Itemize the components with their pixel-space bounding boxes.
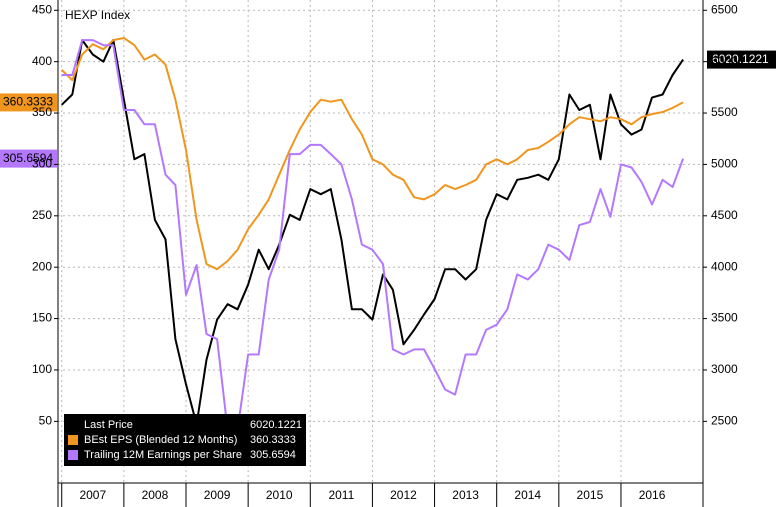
x-tick-label: 2008 [142, 488, 169, 502]
legend-label: Trailing 12M Earnings per Share [84, 449, 242, 461]
x-tick-label: 2015 [577, 488, 604, 502]
y2-tick-label: 5500 [711, 105, 738, 119]
legend-swatch [68, 420, 78, 430]
legend-label: Last Price [84, 419, 133, 431]
value-tag-label: 360.3333 [3, 95, 53, 109]
y2-tick-label: 6000 [711, 54, 738, 68]
y-tick-label: 350 [32, 105, 52, 119]
legend-value: 6020.1221 [250, 419, 302, 431]
x-tick-label: 2012 [390, 488, 417, 502]
y-tick-label: 300 [32, 157, 52, 171]
chart-title: HEXP Index [65, 8, 130, 22]
legend-value: 360.3333 [250, 434, 296, 446]
x-tick-label: 2014 [514, 488, 541, 502]
legend-value: 305.6594 [250, 449, 296, 461]
legend: Last Price 6020.1221 BEst EPS (Blended 12 … [64, 414, 306, 466]
series-line [61, 39, 685, 431]
y-tick-label: 100 [32, 362, 52, 376]
legend-label: BEst EPS (Blended 12 Months) [84, 434, 237, 446]
value-tag-label: 6020.1221 [712, 52, 769, 66]
value-tag [0, 149, 57, 168]
value-tag-label: 305.6594 [3, 151, 53, 165]
value-tag [0, 93, 57, 112]
y-tick-label: 450 [32, 2, 52, 16]
legend-swatch [68, 435, 78, 445]
y2-tick-label: 5000 [711, 157, 738, 171]
y-tick-label: 200 [32, 259, 52, 273]
x-tick-label: 2013 [452, 488, 479, 502]
y2-tick-label: 4500 [711, 208, 738, 222]
value-tag [707, 50, 776, 69]
y2-tick-label: 4000 [711, 259, 738, 273]
y-tick-label: 250 [32, 208, 52, 222]
y-tick-label: 150 [32, 311, 52, 325]
x-tick-label: 2010 [266, 488, 293, 502]
y2-tick-label: 3500 [711, 311, 738, 325]
series-line [61, 39, 684, 426]
y-tick-label: 50 [39, 414, 53, 428]
x-tick-label: 2011 [328, 488, 354, 502]
x-tick-label: 2007 [79, 488, 106, 502]
x-tick-label: 2016 [639, 488, 666, 502]
y-tick-label: 400 [32, 54, 52, 68]
legend-swatch [68, 450, 78, 460]
legend-box [64, 414, 306, 466]
y2-tick-label: 3000 [711, 362, 738, 376]
x-tick-label: 2009 [204, 488, 231, 502]
series-line [61, 37, 684, 271]
y2-tick-label: 2500 [711, 414, 738, 428]
y2-tick-label: 6500 [711, 2, 738, 16]
